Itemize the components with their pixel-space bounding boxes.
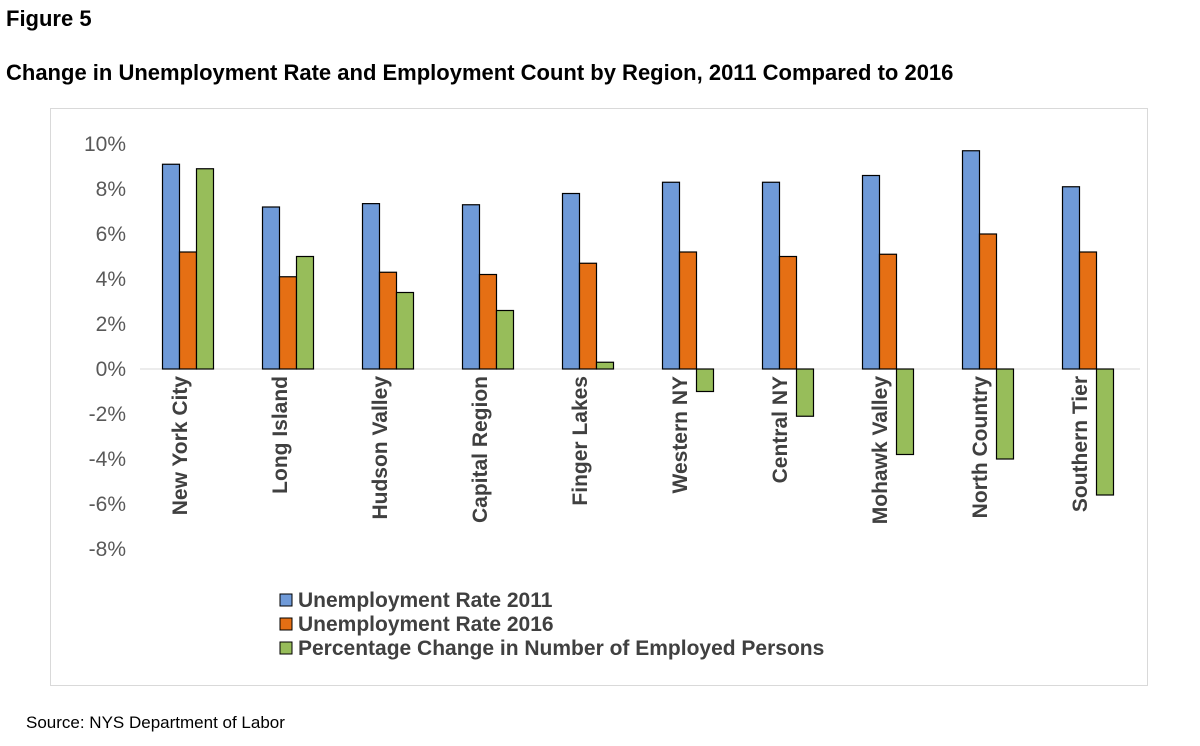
bar-3-7: [795, 368, 815, 417]
category-label: Finger Lakes: [569, 376, 592, 506]
category-label: North Country: [969, 376, 992, 519]
bar-2-1: [178, 251, 198, 370]
bar-2-10: [1078, 251, 1098, 370]
bar-1-1: [161, 163, 181, 370]
legend-label-2: Unemployment Rate 2016: [298, 613, 554, 636]
bar-3-1: [195, 168, 215, 370]
y-tick-label: 10%: [84, 133, 126, 156]
bar-3-10: [1095, 368, 1115, 496]
legend-label-1: Unemployment Rate 2011: [298, 589, 553, 612]
bar-3-8: [895, 368, 915, 456]
legend-swatch-3: [279, 641, 293, 655]
chart-frame: [50, 108, 1148, 686]
y-tick-label: -2%: [89, 403, 126, 426]
bar-1-5: [561, 192, 581, 370]
y-tick-label: 6%: [96, 223, 126, 246]
bar-3-5: [595, 361, 615, 370]
bar-1-6: [661, 181, 681, 370]
y-tick-label: 0%: [96, 358, 126, 381]
bar-3-3: [395, 291, 415, 370]
bar-3-9: [995, 368, 1015, 460]
y-tick-label: 8%: [96, 178, 126, 201]
bar-2-6: [678, 251, 698, 370]
bar-2-5: [578, 262, 598, 370]
category-label: Western NY: [669, 376, 692, 493]
bar-2-2: [278, 276, 298, 370]
category-label: Capital Region: [469, 376, 492, 523]
y-tick-label: -4%: [89, 448, 126, 471]
category-label: New York City: [169, 376, 192, 516]
y-tick-label: 4%: [96, 268, 126, 291]
bar-2-7: [778, 255, 798, 370]
bar-1-4: [461, 204, 481, 370]
bar-2-9: [978, 233, 998, 370]
bar-1-2: [261, 206, 281, 370]
legend-swatch-1: [279, 593, 293, 607]
figure-title: Change in Unemployment Rate and Employme…: [6, 60, 954, 85]
bar-2-3: [378, 271, 398, 370]
y-tick-label: 2%: [96, 313, 126, 336]
bar-2-8: [878, 253, 898, 370]
category-label: Central NY: [769, 376, 792, 483]
category-label: Hudson Valley: [369, 376, 392, 520]
bar-1-10: [1061, 186, 1081, 370]
bar-3-2: [295, 255, 315, 370]
bar-2-4: [478, 273, 498, 370]
bar-1-9: [961, 150, 981, 370]
category-label: Long Island: [269, 376, 292, 494]
source-note: Source: NYS Department of Labor: [26, 713, 285, 732]
legend-label-3: Percentage Change in Number of Employed …: [298, 637, 824, 660]
category-label: Southern Tier: [1069, 376, 1092, 512]
bar-1-8: [861, 174, 881, 370]
figure-label: Figure 5: [6, 6, 92, 31]
category-label: Mohawk Valley: [869, 376, 892, 525]
bar-3-6: [695, 368, 715, 393]
bar-1-7: [761, 181, 781, 370]
bar-1-3: [361, 203, 381, 370]
legend-swatch-2: [279, 617, 293, 631]
y-tick-label: -8%: [89, 538, 126, 561]
bar-3-4: [495, 309, 515, 370]
y-tick-label: -6%: [89, 493, 126, 516]
